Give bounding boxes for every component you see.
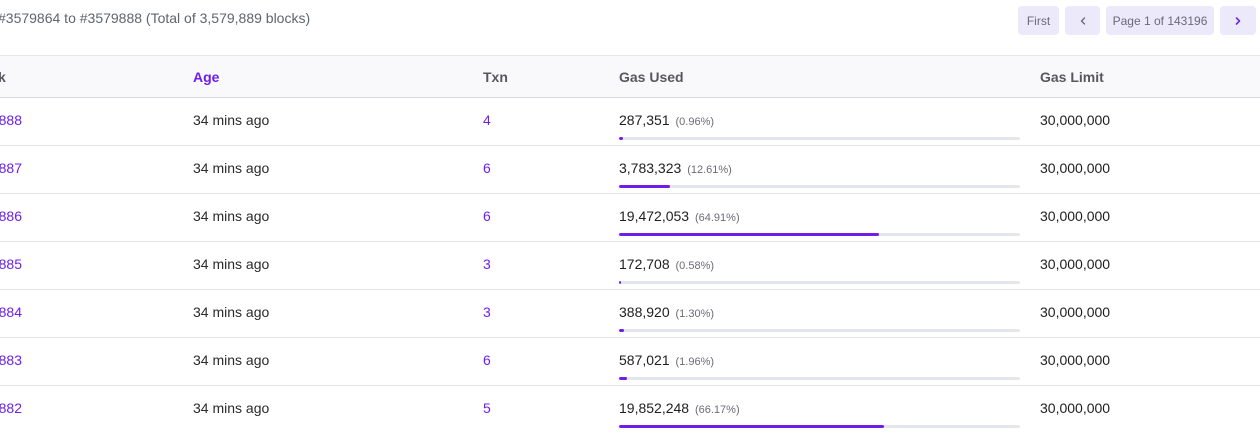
block-age: 34 mins ago [193, 256, 270, 272]
gas-used-bar-fill [619, 281, 622, 284]
gas-used-bar [619, 137, 1020, 140]
gas-used-amount: 287,351 [619, 112, 670, 128]
gas-limit-value: 30,000,000 [1040, 208, 1111, 224]
gas-limit-value: 30,000,000 [1040, 352, 1111, 368]
gas-used-percent: (12.61%) [687, 164, 732, 176]
txn-count-link[interactable]: 4 [483, 112, 491, 128]
gas-used-value: 587,021 (1.96%) [619, 352, 714, 368]
block-number-link[interactable]: 3579884 [0, 304, 22, 320]
previous-page-button[interactable] [1065, 6, 1100, 35]
gas-used-bar-fill [619, 329, 625, 332]
gas-used-bar-fill [619, 377, 627, 380]
gas-used-amount: 388,920 [619, 304, 670, 320]
gas-used-bar-fill [619, 233, 880, 236]
table-row: 3579883 34 mins ago 6 587,021 (1.96%) 30,000… [0, 338, 1260, 386]
page-indicator: Page 1 of 143196 [1106, 6, 1214, 35]
gas-used-percent: (0.58%) [675, 260, 715, 272]
column-header-gas-limit: Gas Limit [1040, 69, 1104, 85]
gas-used-bar [619, 425, 1020, 428]
block-age: 34 mins ago [193, 352, 270, 368]
column-header-age[interactable]: Age [193, 69, 220, 85]
gas-used-percent: (64.91%) [694, 212, 740, 224]
gas-used-bar-fill [619, 137, 623, 140]
blocks-range-summary: #3579864 to #3579888 (Total of 3,579,889… [0, 10, 311, 26]
chevron-left-icon [1080, 16, 1085, 25]
block-number-link[interactable]: 3579888 [0, 112, 22, 128]
column-header-gas-used: Gas Used [619, 69, 684, 85]
gas-used-amount: 172,708 [619, 256, 670, 272]
gas-used-percent: (0.96%) [675, 116, 715, 128]
gas-used-percent: (1.30%) [675, 308, 715, 320]
table-row: 3579888 34 mins ago 4 287,351 (0.96%) 30,000… [0, 98, 1260, 146]
gas-used-bar [619, 281, 1020, 284]
chevron-right-icon [1235, 16, 1241, 25]
gas-limit-value: 30,000,000 [1040, 256, 1111, 272]
gas-limit-value: 30,000,000 [1040, 160, 1111, 176]
block-age: 34 mins ago [193, 208, 270, 224]
block-number-link[interactable]: 3579883 [0, 352, 22, 368]
gas-used-bar-fill [619, 185, 670, 188]
txn-count-link[interactable]: 3 [483, 256, 491, 272]
txn-count-link[interactable]: 6 [483, 160, 491, 176]
gas-used-value: 3,783,323 (12.61%) [619, 160, 732, 176]
table-row: 3579885 34 mins ago 3 172,708 (0.58%) 30,000… [0, 242, 1260, 290]
gas-used-amount: 19,852,248 [619, 400, 690, 416]
gas-used-value: 19,852,248 (66.17%) [619, 400, 740, 416]
block-age: 34 mins ago [193, 304, 270, 320]
gas-used-bar [619, 185, 1020, 188]
next-page-button[interactable] [1220, 6, 1256, 35]
block-number-link[interactable]: 3579887 [0, 160, 22, 176]
block-age: 34 mins ago [193, 400, 270, 416]
gas-used-value: 388,920 (1.30%) [619, 304, 714, 320]
column-header-txn: Txn [483, 69, 508, 85]
gas-used-amount: 587,021 [619, 352, 670, 368]
table-row: 3579884 34 mins ago 3 388,920 (1.30%) 30,000… [0, 290, 1260, 338]
gas-used-bar [619, 233, 1020, 236]
gas-used-value: 19,472,053 (64.91%) [619, 208, 740, 224]
block-age: 34 mins ago [193, 112, 270, 128]
gas-limit-value: 30,000,000 [1040, 112, 1111, 128]
pagination: First Page 1 of 143196 [1018, 6, 1256, 35]
column-header-block[interactable]: k [0, 69, 6, 85]
gas-used-percent: (1.96%) [675, 356, 715, 368]
table-header: k Age Txn Gas Used Gas Limit [0, 55, 1260, 98]
block-number-link[interactable]: 3579886 [0, 208, 22, 224]
gas-used-value: 287,351 (0.96%) [619, 112, 714, 128]
gas-limit-value: 30,000,000 [1040, 304, 1111, 320]
gas-used-bar-fill [619, 425, 885, 428]
block-age: 34 mins ago [193, 160, 270, 176]
table-row: 3579887 34 mins ago 6 3,783,323 (12.61%) 30,… [0, 146, 1260, 194]
txn-count-link[interactable]: 6 [483, 352, 491, 368]
gas-used-bar [619, 377, 1020, 380]
block-number-link[interactable]: 3579882 [0, 400, 22, 416]
gas-limit-value: 30,000,000 [1040, 400, 1111, 416]
gas-used-amount: 3,783,323 [619, 160, 682, 176]
txn-count-link[interactable]: 6 [483, 208, 491, 224]
gas-used-bar [619, 329, 1020, 332]
txn-count-link[interactable]: 5 [483, 400, 491, 416]
table-row: 3579886 34 mins ago 6 19,472,053 (64.91%) 30… [0, 194, 1260, 242]
gas-used-percent: (66.17%) [694, 404, 740, 416]
block-number-link[interactable]: 3579885 [0, 256, 22, 272]
first-page-button[interactable]: First [1018, 6, 1059, 35]
gas-used-value: 172,708 (0.58%) [619, 256, 714, 272]
txn-count-link[interactable]: 3 [483, 304, 491, 320]
table-row: 3579882 34 mins ago 5 19,852,248 (66.17%) 30… [0, 386, 1260, 433]
gas-used-amount: 19,472,053 [619, 208, 690, 224]
